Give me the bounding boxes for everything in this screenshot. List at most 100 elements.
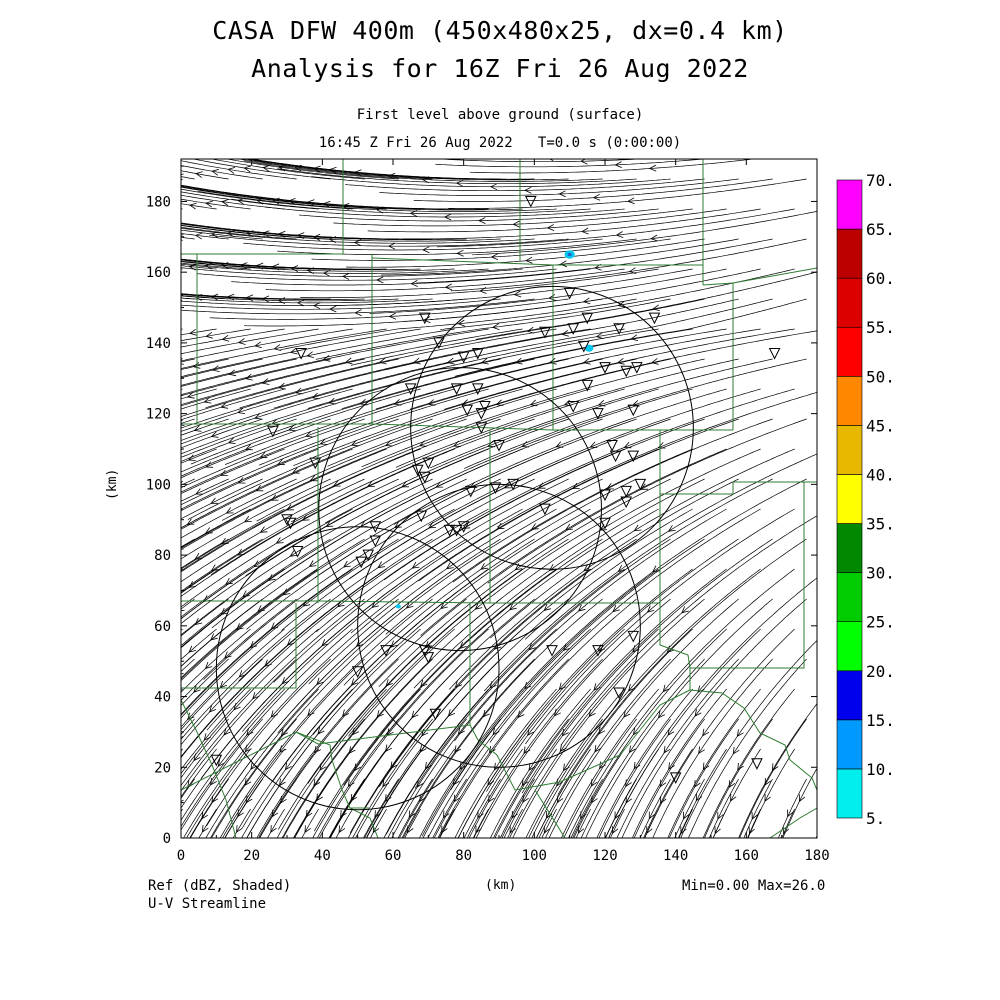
streamline [241, 688, 353, 838]
streamline [347, 139, 658, 152]
station-marker [751, 758, 763, 770]
streamline-arrow [667, 728, 675, 736]
colorbar-label: 65. [866, 220, 895, 239]
streamline-arrow [480, 357, 489, 365]
streamline-arrow [627, 197, 635, 205]
streamline-arrow [735, 840, 741, 847]
streamline-arrow [387, 242, 396, 250]
streamline [341, 328, 693, 410]
radar-range-rings [215, 285, 694, 811]
streamline [259, 778, 297, 838]
streamline [525, 688, 625, 838]
streamline [287, 839, 297, 858]
streamline [570, 778, 603, 838]
streamline-arrow [531, 840, 537, 847]
colorbar-label: 15. [866, 711, 895, 730]
streamline-arrow [521, 778, 529, 787]
streamline-arrow [667, 840, 673, 847]
colorbar-swatch [836, 523, 863, 573]
streamline-arrow [599, 840, 605, 847]
colorbar-swatch [836, 572, 863, 622]
station-marker [461, 404, 474, 417]
streamline-arrow [348, 746, 356, 755]
streamline-arrow [261, 378, 270, 385]
streamline [219, 839, 229, 857]
streamline-arrow [588, 709, 596, 718]
streamline-arrow [546, 224, 555, 231]
county-boundary [181, 600, 660, 604]
streamline [181, 508, 421, 682]
streamline-arrow [171, 205, 178, 211]
field-label: Ref (dBZ, Shaded) [148, 878, 292, 894]
streamline [573, 748, 625, 838]
streamline-arrow [307, 708, 315, 717]
streamline [307, 538, 569, 784]
streamline-arrow [633, 761, 641, 770]
streamline-arrow [630, 334, 639, 342]
streamline [668, 718, 739, 838]
streamline-arrow [181, 605, 185, 612]
streamline-arrow [409, 210, 418, 217]
streamline-arrow [640, 483, 649, 490]
streamline [462, 388, 795, 527]
streamline [484, 478, 773, 692]
streamline [181, 418, 467, 549]
streamline-arrow [680, 826, 687, 835]
streamline-arrow [771, 763, 779, 772]
station-marker [433, 337, 445, 350]
station-marker [634, 478, 647, 491]
figure-title: CASA DFW 400m (450x480x25, dx=0.4 km) [212, 16, 788, 45]
streamline-arrow [612, 605, 620, 613]
streamline-arrow [663, 745, 671, 754]
streamline-arrow [195, 488, 203, 495]
streamline-arrow [171, 145, 178, 151]
streamline [181, 388, 353, 445]
station-marker [404, 383, 417, 395]
streamline [181, 258, 387, 270]
station-marker [471, 348, 484, 360]
streamline [181, 418, 433, 529]
x-tick-label: 0 [177, 848, 185, 864]
streamline [181, 191, 319, 210]
streamline-arrow [478, 217, 486, 224]
station-marker [267, 425, 279, 438]
station-marker [613, 687, 625, 700]
streamline-arrow [408, 810, 416, 819]
streamline [328, 139, 421, 149]
streamline [450, 538, 705, 791]
station-marker [291, 546, 304, 558]
station-marker [415, 510, 428, 523]
streamline [181, 538, 399, 715]
streamline-arrow [304, 825, 311, 834]
streamline-arrow [221, 199, 229, 206]
streamline-arrow [422, 246, 430, 254]
streamline [466, 778, 501, 838]
streamline [181, 538, 297, 618]
colorbar-label: 70. [866, 171, 895, 190]
streamline-arrow [210, 431, 219, 438]
station-marker [620, 496, 633, 509]
streamline-arrow [489, 183, 498, 191]
streamline-arrow [597, 644, 605, 652]
streamline-arrow [305, 431, 313, 438]
streamline-arrow [562, 763, 570, 772]
station-marker [411, 464, 424, 477]
streamline-arrow [443, 810, 450, 819]
x-tick-label: 120 [592, 848, 617, 864]
streamline [162, 145, 183, 150]
streamline-arrow [385, 679, 393, 687]
streamline [434, 159, 647, 163]
streamline-arrow [427, 843, 433, 850]
streamline [781, 808, 795, 838]
streamline-arrow [411, 561, 420, 569]
streamline-arrow [350, 439, 359, 447]
streamline-arrow [798, 794, 806, 803]
streamline [181, 388, 489, 506]
y-tick-label: 20 [154, 760, 171, 776]
streamline-arrow [657, 442, 666, 449]
streamline-arrow [286, 142, 293, 148]
streamline-arrow [237, 407, 245, 414]
reflectivity-echoes [395, 250, 594, 609]
streamline [184, 839, 194, 857]
streamline [224, 748, 285, 838]
